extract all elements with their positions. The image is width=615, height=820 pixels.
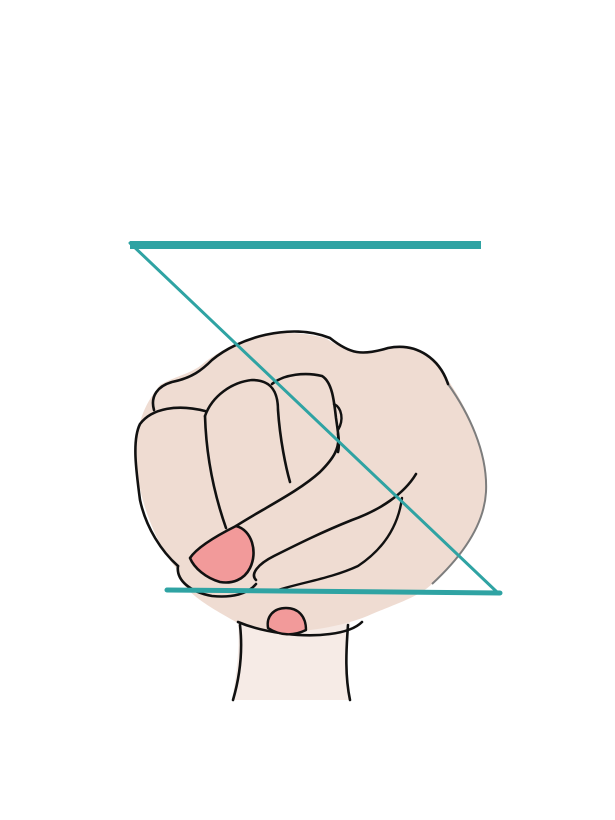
thumb-lower-outline [252,472,418,582]
wrist-fill [232,622,350,700]
index-finger-outline [134,406,207,568]
wrist-right-outline [345,623,352,702]
pinky-nub [332,402,343,432]
wrist-left-outline [231,623,243,702]
knuckle-ridge-outline [151,330,450,412]
middle-finger-outline [203,378,292,484]
palm-inner-curve [276,496,404,592]
z-letter-stroke [128,241,503,596]
z-bottom-bar [164,587,503,596]
hand-back-edge [431,383,488,585]
middle-finger-inner-line [203,414,228,530]
palm-bottom-outline [236,620,364,637]
z-diagonal [128,241,500,595]
thumb-upper-outline [234,432,340,528]
thumb-nail [188,524,255,584]
lower-finger-nail [266,606,308,636]
wrist [231,622,352,702]
